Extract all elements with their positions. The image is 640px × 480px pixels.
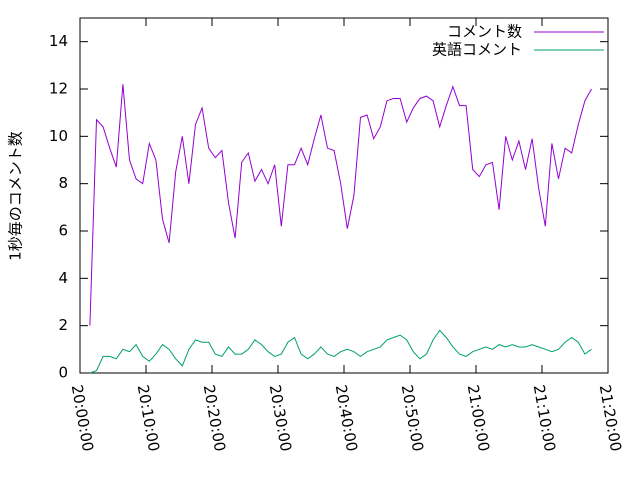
y-tick-label: 2 — [58, 316, 68, 334]
y-tick-label: 4 — [58, 269, 68, 287]
series-line — [89, 84, 592, 326]
x-tick-label: 21:10:00 — [530, 383, 559, 452]
x-tick-label: 20:00:00 — [68, 383, 97, 452]
y-tick-label: 6 — [58, 222, 68, 240]
x-tick-label: 20:50:00 — [398, 383, 427, 452]
legend-label: 英語コメント — [432, 41, 522, 59]
x-tick-label: 20:20:00 — [200, 383, 229, 452]
x-tick-label: 20:10:00 — [134, 383, 163, 452]
y-tick-label: 0 — [58, 364, 68, 382]
x-tick-label: 20:40:00 — [332, 383, 361, 452]
y-tick-label: 8 — [58, 174, 68, 192]
series-line — [89, 329, 592, 374]
y-tick-label: 14 — [49, 32, 68, 50]
legend-label: コメント数 — [447, 23, 522, 41]
y-tick-label: 12 — [49, 80, 68, 98]
x-tick-label: 21:00:00 — [464, 383, 493, 452]
y-axis-label: 1秒毎のコメント数 — [7, 131, 25, 261]
plot-frame — [79, 17, 609, 374]
y-tick-label: 10 — [49, 127, 68, 145]
x-tick-label: 20:30:00 — [266, 383, 295, 452]
x-tick-label: 21:20:00 — [596, 383, 625, 452]
